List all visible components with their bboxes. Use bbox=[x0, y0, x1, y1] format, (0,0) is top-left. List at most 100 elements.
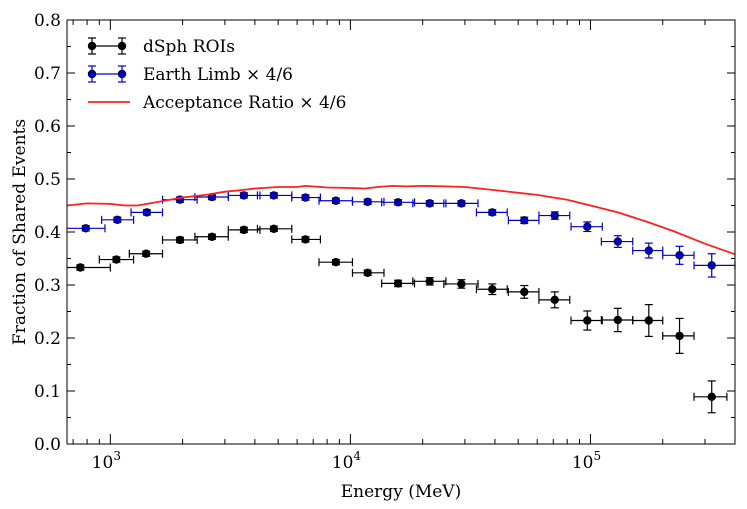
data-point bbox=[256, 191, 293, 200]
y-tick-label: 0.3 bbox=[34, 276, 61, 296]
data-point bbox=[570, 310, 603, 331]
data-point bbox=[662, 317, 695, 354]
data-marker bbox=[301, 235, 310, 244]
data-marker bbox=[613, 315, 623, 325]
series-2 bbox=[67, 191, 736, 278]
legend-item-2: Earth Limb × 4/6 bbox=[87, 65, 293, 85]
data-point bbox=[194, 232, 229, 241]
x-tick-label: 104 bbox=[332, 449, 362, 473]
data-marker bbox=[81, 224, 90, 233]
data-point bbox=[662, 245, 695, 265]
data-point bbox=[351, 197, 385, 206]
data-marker bbox=[520, 287, 529, 297]
data-point bbox=[632, 304, 664, 338]
legend-marker bbox=[87, 69, 97, 79]
data-marker bbox=[550, 295, 559, 305]
data-marker bbox=[707, 261, 716, 270]
data-point bbox=[443, 199, 479, 208]
data-point bbox=[600, 307, 634, 333]
data-point bbox=[351, 268, 385, 278]
data-marker bbox=[239, 225, 249, 235]
y-tick-label: 0.2 bbox=[34, 329, 61, 349]
data-point bbox=[67, 224, 106, 233]
data-marker bbox=[425, 199, 434, 208]
series-layer bbox=[66, 184, 736, 414]
data-point bbox=[318, 258, 354, 267]
data-marker bbox=[675, 251, 684, 260]
x-tick-label-base: 10 bbox=[332, 453, 354, 473]
legend-label: Acceptance Ratio × 4/6 bbox=[142, 93, 346, 113]
data-point bbox=[381, 198, 416, 207]
data-marker bbox=[393, 279, 403, 288]
data-point bbox=[412, 276, 447, 286]
data-marker bbox=[76, 263, 85, 272]
data-point bbox=[101, 215, 135, 225]
data-marker bbox=[207, 232, 217, 241]
data-point bbox=[475, 208, 508, 217]
x-tick-label: 103 bbox=[92, 449, 121, 473]
x-tick-label-base: 10 bbox=[572, 453, 594, 473]
data-marker bbox=[488, 285, 497, 294]
data-point bbox=[507, 284, 540, 299]
y-tick-label: 0.5 bbox=[34, 170, 61, 190]
legend-label: Earth Limb × 4/6 bbox=[143, 65, 293, 85]
legend: dSph ROIs Earth Limb × 4/6 Acceptance Rati… bbox=[87, 37, 346, 113]
y-tick-label: 0.6 bbox=[34, 117, 61, 137]
data-point bbox=[443, 279, 479, 289]
data-point bbox=[227, 191, 261, 200]
data-point bbox=[507, 216, 540, 225]
data-marker bbox=[583, 222, 592, 231]
data-marker bbox=[113, 215, 122, 225]
data-point bbox=[67, 263, 111, 272]
data-marker bbox=[425, 277, 434, 286]
x-tick-label-exponent: 3 bbox=[113, 449, 121, 463]
data-point bbox=[600, 235, 634, 248]
data-point bbox=[538, 291, 571, 309]
data-marker bbox=[363, 197, 372, 206]
data-point bbox=[98, 255, 135, 264]
data-point bbox=[412, 199, 447, 208]
plot-frame bbox=[66, 19, 736, 445]
data-point bbox=[194, 192, 229, 202]
data-marker bbox=[141, 249, 151, 258]
data-point bbox=[291, 193, 321, 202]
x-tick-label-exponent: 4 bbox=[353, 449, 361, 463]
data-marker bbox=[363, 268, 372, 278]
data-marker bbox=[269, 191, 279, 200]
legend-item-1: dSph ROIs bbox=[87, 37, 235, 57]
series-3 bbox=[66, 184, 736, 256]
data-marker bbox=[112, 255, 121, 264]
y-tick-label: 0.4 bbox=[34, 223, 61, 243]
data-marker bbox=[457, 279, 466, 289]
series-1 bbox=[67, 224, 728, 414]
data-marker bbox=[520, 216, 529, 225]
y-tick-label: 0.1 bbox=[34, 382, 61, 402]
data-marker bbox=[583, 316, 592, 325]
data-point bbox=[291, 235, 321, 244]
y-axis-label: Fraction of Shared Events bbox=[10, 119, 30, 345]
data-marker bbox=[550, 211, 559, 220]
data-point bbox=[693, 380, 728, 414]
data-marker bbox=[269, 224, 279, 234]
data-point bbox=[693, 253, 736, 278]
data-marker bbox=[175, 235, 185, 245]
x-axis-label: Energy (MeV) bbox=[341, 482, 461, 502]
data-marker bbox=[488, 208, 497, 217]
data-marker bbox=[331, 258, 341, 267]
data-marker bbox=[644, 246, 654, 255]
data-marker bbox=[644, 316, 654, 325]
data-marker bbox=[393, 198, 403, 207]
data-point bbox=[318, 196, 354, 205]
data-point bbox=[227, 225, 261, 235]
x-tick-label-exponent: 5 bbox=[593, 449, 601, 463]
acceptance-ratio-line bbox=[66, 184, 736, 256]
data-point bbox=[128, 249, 164, 258]
data-marker bbox=[707, 392, 716, 402]
x-tick-label-base: 10 bbox=[92, 453, 114, 473]
data-point bbox=[161, 195, 198, 204]
data-point bbox=[381, 279, 416, 288]
data-point bbox=[632, 242, 664, 259]
data-point bbox=[538, 211, 571, 220]
